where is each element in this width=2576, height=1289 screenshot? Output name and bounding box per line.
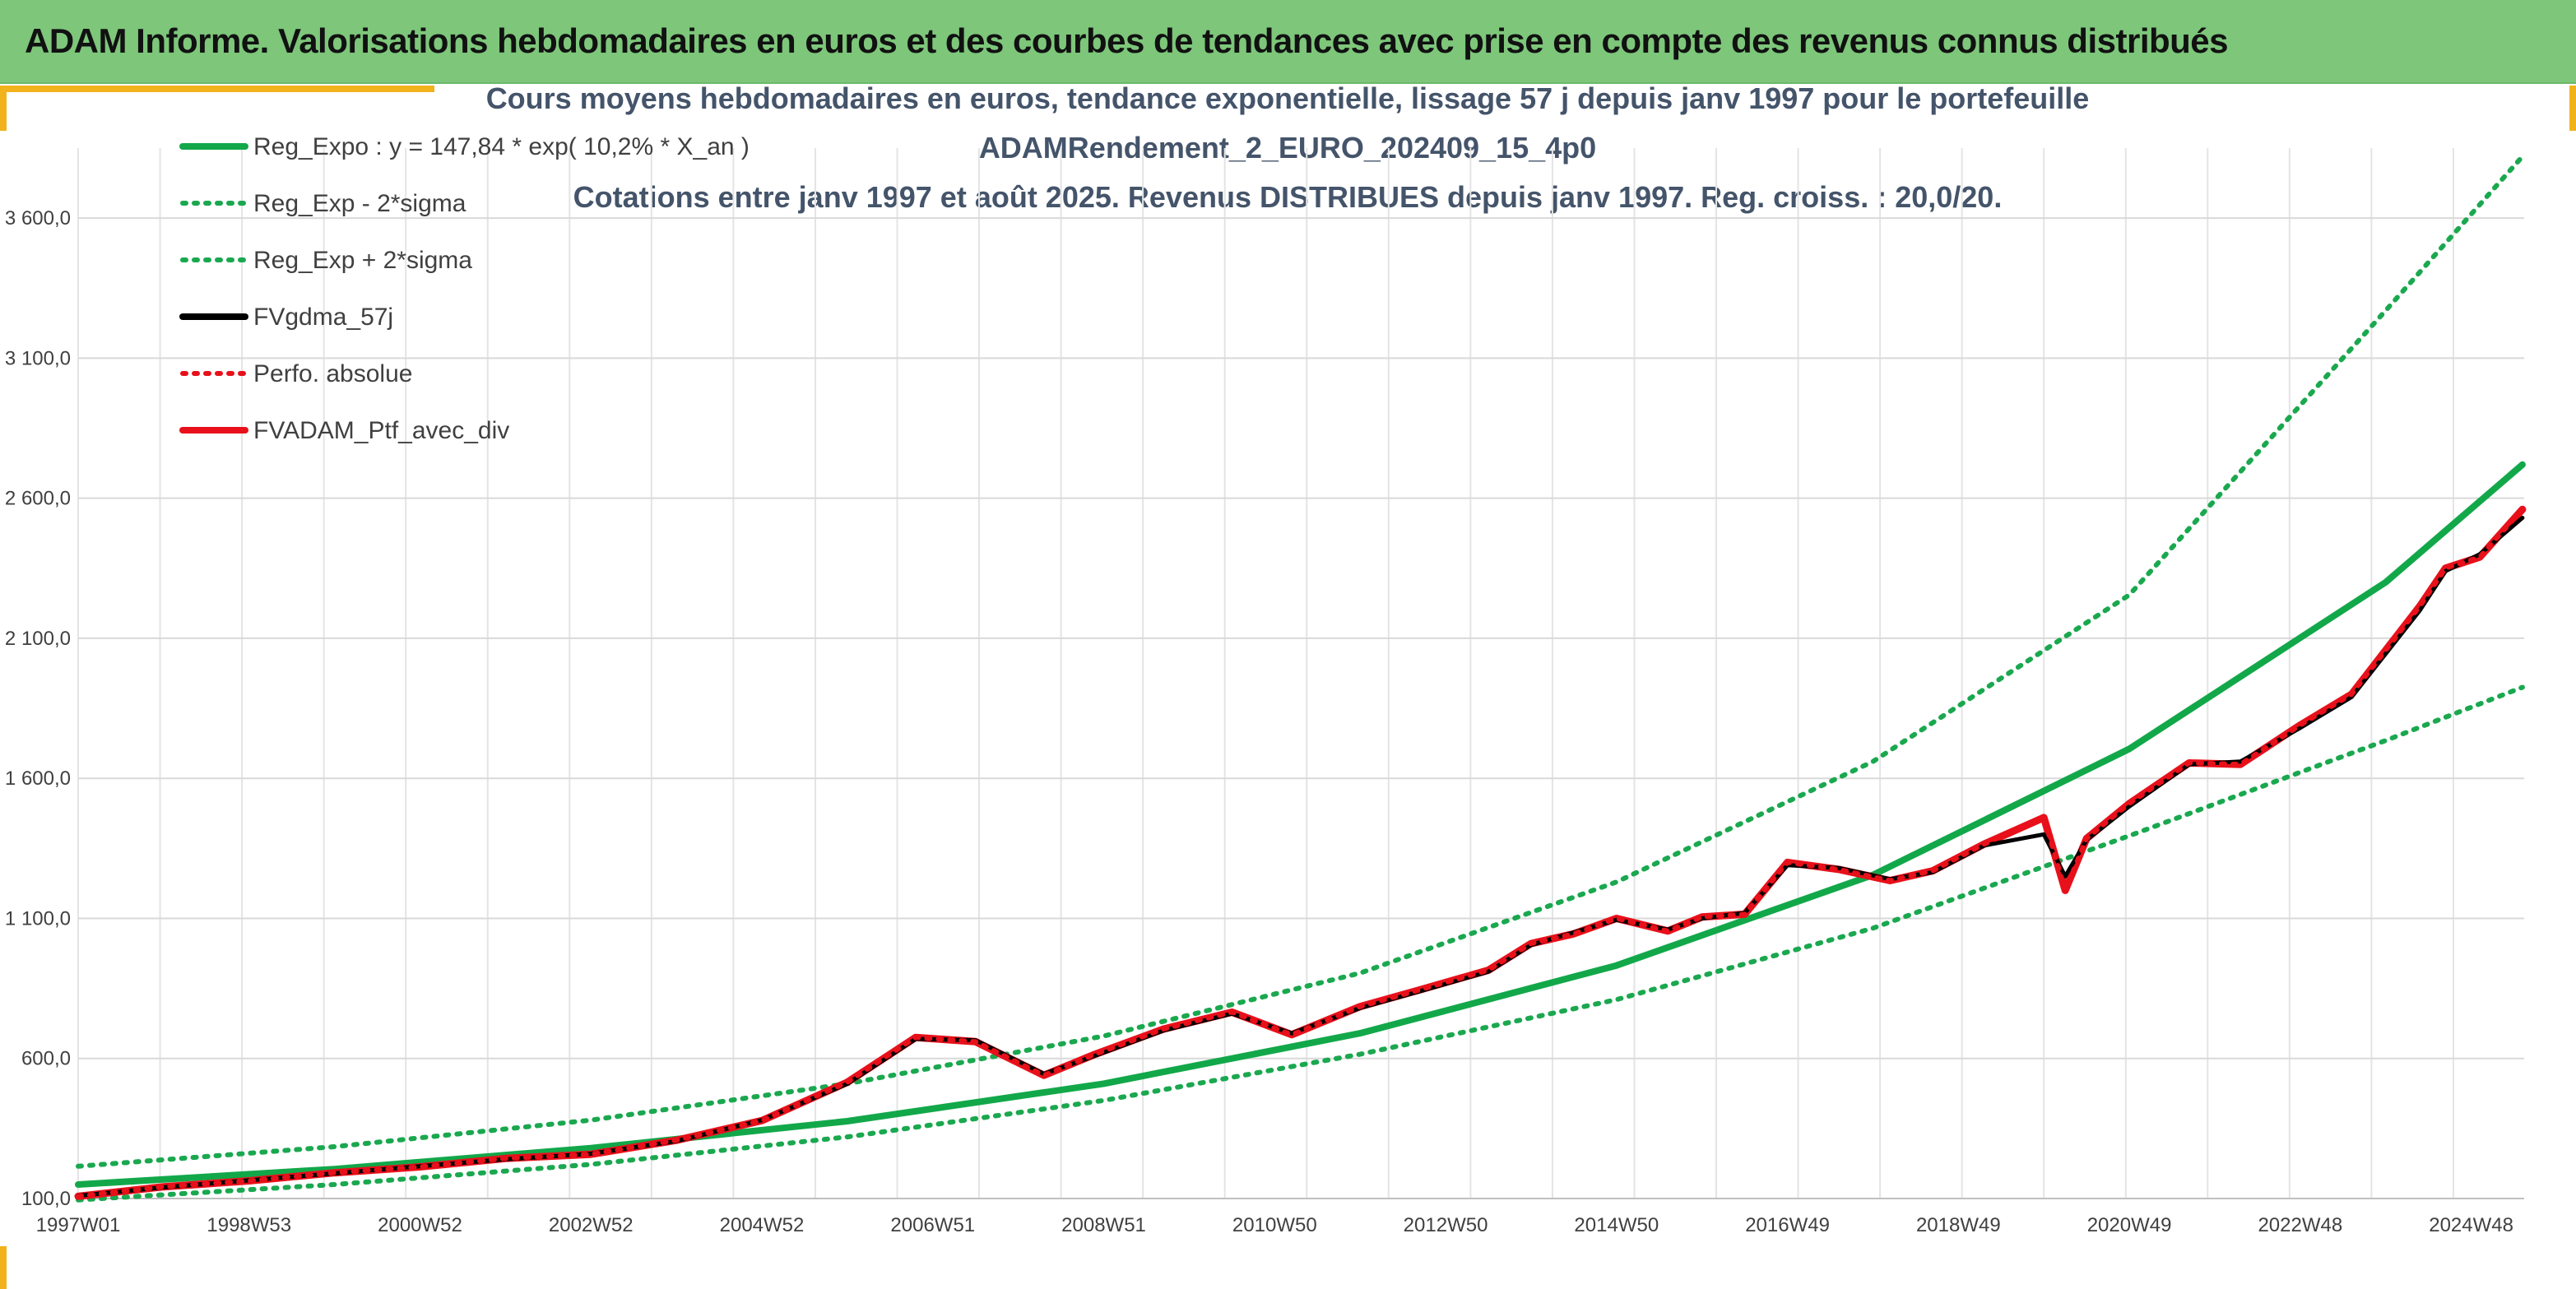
legend-label-1: Reg_Expo : y = 147,84 * exp( 10,2% * X_a… [253, 133, 750, 160]
x-tick-label: 2008W51 [1061, 1214, 1146, 1236]
x-tick-label: 2002W52 [549, 1214, 634, 1236]
y-tick-label: 3 600,0 [5, 207, 71, 230]
accent-corner-top-right [2569, 86, 2576, 131]
x-tick-label: 1998W53 [207, 1214, 291, 1236]
series-line-3 [76, 154, 2525, 1169]
x-tick-label: 2010W50 [1232, 1214, 1317, 1236]
x-tick-label: 2020W49 [2087, 1214, 2172, 1236]
legend-label-5: Perfo. absolue [253, 360, 412, 387]
x-tick-label: 2006W51 [890, 1214, 975, 1236]
x-tick-label: 1997W01 [36, 1214, 121, 1236]
accent-corner-left-edge [0, 86, 7, 131]
x-tick-label: 2014W50 [1574, 1214, 1659, 1236]
y-tick-label: 1 100,0 [5, 907, 71, 930]
x-tick-label: 2012W50 [1404, 1214, 1488, 1236]
x-tick-label: 2016W49 [1745, 1214, 1830, 1236]
x-tick-label: 2022W48 [2258, 1214, 2342, 1236]
y-tick-label: 100,0 [21, 1188, 71, 1210]
y-tick-label: 3 100,0 [5, 347, 71, 369]
series-line-2 [76, 684, 2525, 1203]
legend-label-6: FVADAM_Ptf_avec_div [253, 417, 509, 444]
legend-label-4: FVgdma_57j [253, 304, 393, 331]
chart-title-line-2: ADAMRendement_2_EURO_202409_15_4p0 [979, 131, 1596, 165]
series-line-6 [74, 505, 2527, 1200]
x-tick-label: 2024W48 [2429, 1214, 2513, 1236]
y-tick-label: 2 100,0 [5, 628, 71, 650]
banner-title: ADAM Informe. Valorisations hebdomadaire… [25, 21, 2229, 60]
header-banner: ADAM Informe. Valorisations hebdomadaire… [0, 0, 2576, 84]
accent-corner-bottom-left [0, 1246, 7, 1289]
y-tick-label: 600,0 [21, 1048, 71, 1070]
y-tick-label: 1 600,0 [5, 767, 71, 790]
x-tick-label: 2000W52 [378, 1214, 462, 1236]
x-tick-label: 2018W49 [1916, 1214, 2001, 1236]
trend-chart: Cours moyens hebdomadaires en euros, ten… [5, 84, 2527, 1236]
series-line-5 [76, 507, 2525, 1199]
chart-area: Cours moyens hebdomadaires en euros, ten… [0, 84, 2576, 1289]
legend-label-3: Reg_Exp + 2*sigma [253, 247, 472, 274]
series-line-4 [76, 516, 2525, 1199]
chart-title-line-1: Cours moyens hebdomadaires en euros, ten… [486, 84, 2090, 115]
accent-corner-top-left [0, 86, 434, 92]
x-tick-label: 2004W52 [720, 1214, 805, 1236]
y-tick-label: 2 600,0 [5, 488, 71, 510]
legend-label-2: Reg_Exp - 2*sigma [253, 190, 466, 217]
chart-title-line-3: Cotations entre janv 1997 et août 2025. … [573, 180, 2003, 214]
